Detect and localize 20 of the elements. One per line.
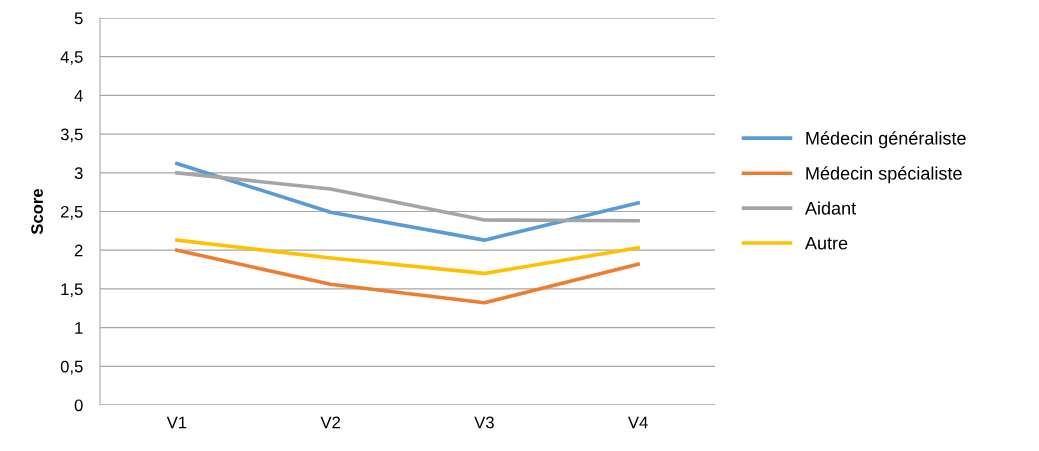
- y-axis-title: Score: [31, 188, 43, 235]
- y-tick-label: 3: [74, 167, 83, 179]
- y-tick-label: 3,5: [60, 128, 83, 143]
- y-tick-label: 0,5: [60, 360, 83, 375]
- y-tick-label: 4: [74, 89, 83, 102]
- x-tick-label: V4: [628, 416, 648, 429]
- x-tick-label: V3: [474, 416, 494, 429]
- y-tick-label: 2: [74, 244, 83, 257]
- x-tick-label: V2: [320, 416, 340, 429]
- y-tick-label: 1,5: [61, 283, 83, 298]
- legend-label: Médecin spécialiste: [806, 166, 962, 184]
- y-tick-label: 0: [74, 399, 83, 412]
- y-tick-label: 5: [74, 12, 83, 25]
- legend-label: Médecin généraliste: [806, 131, 966, 149]
- x-tick-label: V1: [166, 416, 187, 429]
- y-tick-label: 4,5: [60, 51, 83, 65]
- y-tick-label: 2,5: [61, 205, 83, 220]
- legend-label: Aidant: [804, 201, 856, 215]
- y-tick-label: 1: [75, 322, 83, 334]
- legend-label: Autre: [804, 236, 848, 250]
